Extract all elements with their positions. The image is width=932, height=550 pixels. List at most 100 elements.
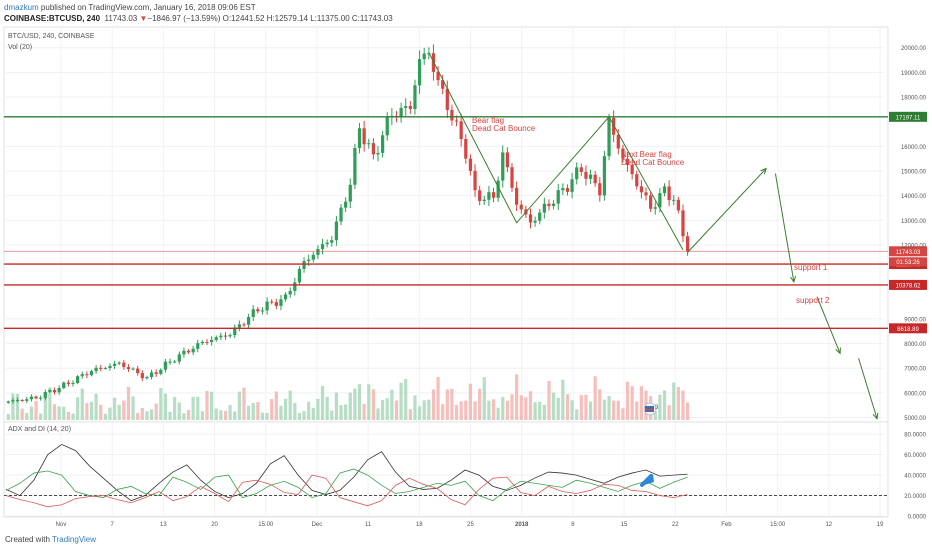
price-tick-label: 9000.00	[904, 317, 926, 323]
volume-bar	[394, 400, 399, 420]
volume-bar	[496, 407, 500, 420]
volume-bar	[57, 406, 61, 420]
volume-bar	[505, 400, 510, 420]
volume-bar	[685, 402, 690, 420]
volume-bar	[376, 408, 380, 420]
candle-body	[501, 152, 505, 181]
time-tick-label: 15:00	[258, 522, 274, 528]
candle-body	[367, 143, 371, 145]
volume-bar	[565, 394, 570, 420]
candle-body	[140, 373, 144, 379]
volume-bar	[417, 406, 422, 420]
time-tick-label: 15:00	[770, 522, 786, 528]
volume-bar	[441, 404, 445, 420]
candle-body	[450, 109, 454, 121]
volume-bar	[371, 389, 375, 420]
flag-badge-text: 3	[655, 405, 659, 411]
candle-body	[159, 369, 163, 374]
price-axis[interactable]: 20000.00 19000.00 18000.00 16000.00 15000.00…	[901, 46, 927, 422]
candle-body	[676, 199, 680, 211]
price-tick-label: 14000.00	[901, 194, 927, 200]
candle-body	[667, 186, 671, 201]
volume-bar	[524, 397, 528, 420]
volume-bar	[288, 390, 292, 420]
ohlc-values: O:12441.52 H:12579.14 L:11375.00 C:11743…	[222, 14, 393, 23]
volume-bars	[6, 374, 690, 420]
flag-icon[interactable]	[643, 402, 657, 416]
author-link[interactable]: dmazkum	[4, 3, 39, 12]
volume-bar	[602, 399, 607, 420]
volume-bar	[223, 410, 228, 420]
candle-body	[136, 368, 140, 374]
tradingview-logo[interactable]: TradingView	[52, 535, 97, 544]
candle-body	[528, 214, 533, 223]
volume-bar	[635, 401, 639, 420]
volume-bar	[117, 404, 121, 420]
candle-body	[265, 301, 269, 311]
volume-bar	[584, 394, 588, 420]
candle-body	[385, 117, 389, 136]
projection-arrowhead	[872, 412, 879, 420]
indicator-tick-label: 20.0000	[904, 494, 926, 500]
projection-segment	[774, 173, 795, 283]
projection-segment	[816, 296, 841, 354]
indicator-tick-label: 80.0000	[904, 433, 926, 439]
volume-bar	[538, 401, 542, 420]
candle-body	[445, 88, 449, 110]
projection-segment	[687, 168, 767, 253]
volume-bar	[362, 403, 366, 420]
volume-bar	[422, 400, 426, 420]
volume-bar	[542, 404, 546, 420]
volume-bar	[533, 402, 537, 420]
time-tick-label: 18	[416, 522, 423, 528]
time-tick-label: 25	[467, 522, 474, 528]
candle-body	[478, 190, 482, 201]
volume-bar	[473, 401, 477, 420]
indicator-axis[interactable]: 80.0000 60.0000 40.0000 20.0000 0.0000	[904, 433, 926, 521]
footer: Created with TradingView	[5, 535, 96, 544]
volume-bar	[89, 401, 94, 420]
candle-body	[436, 71, 440, 81]
volume-bar	[43, 392, 47, 420]
volume-bar	[242, 387, 246, 420]
volume-bar	[625, 381, 630, 420]
candle-body	[575, 167, 579, 180]
volume-bar	[630, 386, 634, 420]
volume-bar	[551, 392, 556, 420]
candle-body	[191, 348, 195, 353]
candle-body	[307, 259, 311, 262]
candle-body	[242, 324, 246, 326]
candle-body	[635, 174, 639, 187]
trend-drawings	[428, 52, 879, 420]
candle-body	[348, 184, 352, 202]
candle-body	[108, 365, 112, 368]
candle-body	[630, 164, 634, 175]
candle-body	[6, 401, 10, 403]
indicator-tick-label: 60.0000	[904, 453, 926, 459]
volume-bar	[136, 412, 140, 420]
candle-body	[246, 316, 251, 325]
candle-body	[362, 128, 366, 145]
volume-bar	[390, 389, 394, 420]
candle-body	[210, 339, 214, 343]
candle-body	[219, 335, 223, 338]
volume-bar	[408, 409, 412, 420]
symbol-label: COINBASE:BTCUSD, 240	[4, 14, 101, 23]
candle-body	[302, 261, 306, 269]
candle-body	[353, 148, 357, 185]
time-axis[interactable]: Nov 7 13 20 15:00 Dec 11 18 25 2018 8 15 22 Feb 15:00 1…	[56, 522, 884, 528]
candle-body	[588, 174, 593, 179]
volume-bar	[450, 388, 454, 420]
price-grid	[6, 28, 884, 516]
price-level-tag	[889, 111, 927, 122]
last-price: 11743.03	[104, 14, 138, 23]
volume-bar	[676, 386, 680, 420]
volume-bar	[34, 400, 38, 420]
volume-bar	[66, 411, 71, 420]
candle-body	[371, 143, 375, 155]
candle-body	[672, 199, 676, 201]
annotation-bear-flag: Bear flag	[472, 116, 504, 125]
volume-bar	[210, 391, 214, 420]
